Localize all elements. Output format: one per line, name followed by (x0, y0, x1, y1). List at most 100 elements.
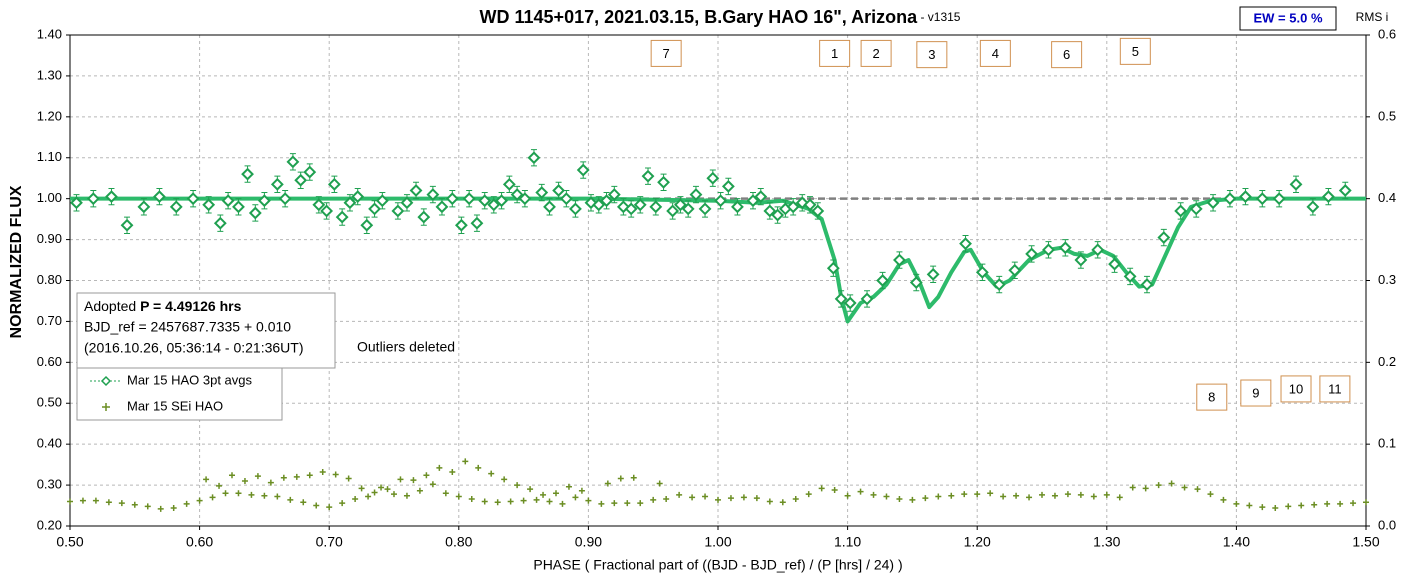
info-line1: Adopted P = 4.49126 hrs (84, 298, 242, 314)
data-point (213, 216, 227, 230)
x-tick-label: 0.60 (186, 534, 213, 550)
data-point (1322, 190, 1335, 204)
plus-marker (831, 486, 838, 493)
event-box (650, 39, 682, 67)
info-line2: BJD_ref = 2457687.7335 + 0.010 (84, 319, 291, 335)
chart-title: WD 1145+017, 2021.03.15, B.Gary HAO 16",… (480, 7, 961, 27)
plus-marker (267, 479, 274, 486)
plus-marker (131, 501, 138, 508)
data-point (169, 200, 183, 214)
event-label: 4 (992, 46, 999, 61)
data-point (576, 163, 590, 177)
data-point (502, 177, 516, 191)
event-box (1119, 37, 1151, 65)
plus-marker (702, 493, 709, 500)
y2-tick-label: 0.4 (1378, 190, 1396, 205)
data-point (368, 202, 381, 216)
event-label: 10 (1289, 381, 1303, 396)
event-box (916, 41, 948, 69)
plus-marker (1039, 491, 1045, 498)
data-point (771, 208, 785, 222)
data-point (454, 218, 468, 232)
data-point (86, 192, 100, 206)
plus-marker (1233, 500, 1240, 507)
plus-marker (1103, 491, 1110, 498)
data-point (689, 188, 703, 201)
plus-marker (792, 495, 799, 502)
data-point (478, 194, 492, 208)
plus-marker (546, 498, 553, 505)
plus-marker (617, 475, 624, 482)
plus-marker (1168, 480, 1175, 487)
y2-tick-label: 0.2 (1378, 354, 1396, 369)
x-tick-label: 0.90 (575, 534, 602, 550)
event-label: 5 (1132, 44, 1139, 59)
plus-marker (403, 492, 410, 499)
y2-tick-label: 0.0 (1378, 517, 1396, 532)
data-point (417, 210, 431, 224)
plus-marker (1155, 482, 1162, 489)
plus-marker (766, 498, 773, 505)
data-point (351, 190, 365, 204)
plus-marker (345, 475, 352, 482)
data-point (202, 198, 216, 212)
event-label: 2 (872, 46, 879, 61)
data-point (1306, 200, 1320, 214)
data-point (257, 194, 271, 208)
y-tick-label: 0.60 (37, 354, 62, 369)
data-point (1289, 177, 1303, 191)
y-label: NORMALIZED FLUX (8, 185, 25, 338)
plus-marker (306, 472, 313, 479)
plus-marker (1311, 501, 1318, 508)
plus-marker (442, 490, 449, 497)
x-tick-label: 1.50 (1352, 534, 1379, 550)
plus-marker (365, 493, 372, 500)
plus-marker (468, 495, 475, 502)
data-point (559, 192, 573, 206)
plus-marker (948, 492, 955, 499)
plus-marker (1000, 493, 1007, 500)
plus-marker (656, 480, 663, 487)
data-point (221, 194, 235, 208)
plus-marker (844, 492, 851, 499)
data-point (535, 186, 549, 199)
plus-marker (410, 477, 417, 484)
plus-marker (293, 473, 300, 480)
data-point (959, 237, 972, 251)
plus-marker (565, 483, 572, 490)
plus-marker (559, 500, 566, 507)
x-tick-label: 1.40 (1223, 534, 1250, 550)
data-point (375, 194, 389, 208)
info-period: P = 4.49126 hrs (140, 298, 242, 314)
plus-marker (1363, 499, 1369, 506)
data-point (1042, 243, 1055, 257)
plus-marker (507, 498, 514, 505)
x-tick-label: 0.70 (316, 534, 343, 550)
plot-frame (69, 34, 1367, 527)
data-point (1206, 196, 1220, 210)
plus-marker (92, 497, 99, 504)
data-point (754, 190, 768, 204)
plus-marker (727, 495, 734, 502)
data-point (1189, 202, 1203, 216)
plus-marker (1142, 485, 1149, 492)
data-point (1272, 192, 1286, 206)
data-point (992, 278, 1006, 292)
data-point (763, 204, 777, 218)
plus-marker (611, 500, 618, 507)
data-point (327, 177, 341, 191)
plus-marker (488, 470, 495, 477)
data-point (641, 169, 655, 183)
data-point (248, 206, 262, 220)
plus-marker (533, 496, 540, 503)
plus-marker (170, 504, 177, 511)
plus-marker (261, 492, 268, 499)
plus-marker (196, 497, 203, 504)
plus-marker (358, 485, 365, 492)
data-point (926, 267, 940, 281)
plus-marker (1324, 500, 1331, 507)
plus-marker (1207, 491, 1214, 498)
title-suffix: - v1315 (917, 10, 961, 24)
plus-marker (280, 474, 287, 481)
data-point (1223, 192, 1237, 206)
